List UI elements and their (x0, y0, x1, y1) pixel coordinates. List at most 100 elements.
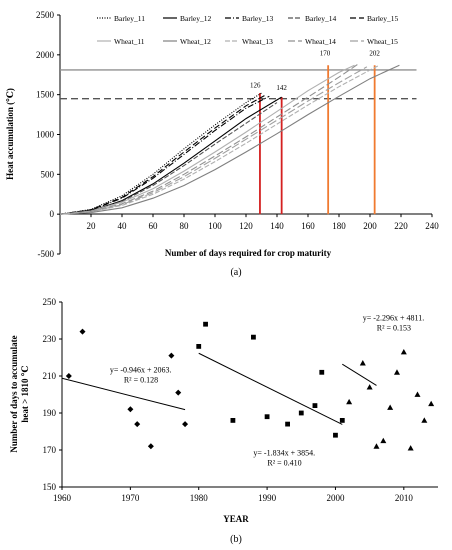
panel-a-y-tick-label: 1500 (36, 90, 55, 100)
panel-b-axes (61, 302, 438, 488)
panel-b-y-tick-label: 210 (43, 371, 57, 381)
panel-b-triangle-point (373, 443, 380, 449)
panel-a-y-tick-label: 2000 (36, 50, 55, 60)
panel-a-x-tick-label: 160 (301, 221, 315, 231)
panel-a-x-tick-label: 140 (270, 221, 284, 231)
panel-a-legend-label: Barley_14 (305, 14, 336, 23)
panel-b-square-point (196, 344, 202, 349)
panel-a-annotations: 126 142 170 202 (250, 50, 380, 92)
panel-b-triangle-point (393, 369, 400, 375)
panel-b-trend-r-squared: R² = 0.153 (377, 324, 411, 333)
panel-a-legend-label: Wheat_13 (242, 37, 273, 46)
panel-a-x-tick-label: 60 (149, 221, 159, 231)
panel-a-legend-label: Wheat_11 (114, 37, 145, 46)
panel-a-x-tick-label: 100 (208, 221, 222, 231)
panel-b-trend-line (61, 377, 186, 411)
panel-a-heat-accumulation-chart: -500 0 500 1000 1500 2000 2500 20 40 60 80 100 120 1… (5, 10, 439, 278)
panel-a-day-annotation: 202 (369, 50, 380, 58)
panel-a-series-line-wheat_12 (59, 64, 400, 215)
panel-a-series-line-barley_11 (59, 92, 262, 215)
panel-b-diamond-point (182, 421, 189, 428)
panel-a-series-line-wheat_14 (59, 63, 358, 215)
panel-a-y-tick-label: 2500 (36, 10, 55, 20)
panel-b-trend-equation: y= -2.296x + 4811. (363, 314, 424, 323)
panel-b-days-scatter-chart: 150 170 190 210 230 250 1960 1970 1980 1990 2000 2… (9, 297, 438, 545)
panel-b-square-point (298, 410, 304, 416)
panel-b-y-tick-label: 230 (43, 334, 57, 344)
panel-b-x-tick-label: 1960 (53, 493, 72, 503)
panel-b-y-ticks: 150 170 190 210 230 250 (43, 297, 62, 492)
panel-b-triangle-point (387, 404, 394, 410)
panel-b-diamond-point (79, 328, 86, 335)
panel-b-label: (b) (230, 534, 242, 545)
panel-b-triangle-point (414, 391, 421, 397)
panel-b-triangle-point (428, 400, 435, 407)
panel-a-x-tick-label: 240 (425, 221, 439, 231)
panel-a-y-ticks: -500 0 500 1000 1500 2000 2500 (36, 10, 60, 259)
panel-b-square-point (312, 403, 318, 408)
panel-b-trend-lines (61, 352, 377, 425)
panel-b-diamond-point (175, 389, 182, 396)
panel-a-day-annotation: 142 (276, 84, 287, 92)
panel-a-series-line-wheat_11 (59, 64, 355, 215)
panel-a-x-tick-label: 20 (87, 221, 97, 231)
panel-b-x-tick-label: 2000 (326, 493, 345, 503)
panel-b-triangle-point (407, 445, 414, 451)
panel-a-series (59, 63, 400, 215)
panel-b-triangle-point (346, 398, 353, 405)
panel-b-trend-line (342, 363, 377, 386)
panel-a-day-annotation: 170 (320, 50, 331, 58)
panel-b-y-tick-label: 190 (43, 408, 57, 418)
panel-a-series-line-barley_15 (59, 94, 267, 215)
panel-b-triangle-point (366, 384, 373, 390)
panel-a-x-ticks: 20 40 60 80 100 120 140 160 180 200 220 240 (87, 214, 439, 231)
panel-a-x-tick-label: 220 (394, 221, 408, 231)
panel-b-trend-equation: y= -1.834x + 3854. (253, 449, 315, 458)
panel-b-y-tick-label: 250 (43, 297, 57, 307)
panel-a-series-line-barley_12 (59, 96, 282, 215)
panel-a-x-tick-label: 200 (363, 221, 377, 231)
panel-a-x-axis-title: Number of days required for crop maturit… (165, 248, 332, 258)
panel-a-legend-label: Barley_12 (180, 14, 211, 23)
panel-b-square-point (251, 334, 256, 340)
panel-b-y-axis-title-line1: Number of days to accumulate (9, 335, 19, 452)
panel-a-x-tick-label: 120 (239, 221, 253, 231)
panel-b-trend-r-squared: R² = 0.410 (267, 459, 301, 468)
panel-a-y-tick-label: 500 (41, 169, 55, 179)
panel-b-square-point (333, 432, 338, 438)
panel-a-day-annotation: 126 (250, 81, 261, 89)
panel-b-triangle-point (359, 360, 366, 366)
panel-b-x-ticks: 1960 1970 1980 1990 2000 2010 (53, 487, 413, 503)
panel-a-series-line-barley_13 (59, 95, 270, 215)
panel-a-series-line-wheat_13 (59, 65, 379, 215)
panel-a-series-line-wheat_15 (59, 66, 368, 215)
panel-a-y-axis-title: Heat accumulation (℃) (5, 88, 15, 180)
panel-b-y-tick-label: 170 (43, 445, 57, 455)
panel-a-legend-label: Wheat_14 (305, 37, 336, 46)
panel-b-square-point (203, 321, 208, 327)
panel-b-trend-r-squared: R² = 0.128 (124, 375, 158, 384)
panel-a-legend-label: Wheat_12 (180, 37, 211, 46)
panel-a-y-tick-label: 1000 (36, 130, 55, 140)
panel-b-diamond-point (147, 443, 154, 450)
panel-b-equations: y= -0.946x + 2063.R² = 0.128 y= -1.834x +… (110, 314, 424, 468)
panel-a-x-tick-label: 80 (180, 221, 190, 231)
panel-b-y-axis-title-line2: heat > 1810 ℃ (20, 365, 30, 422)
panel-a-legend-label: Barley_15 (367, 14, 398, 23)
panel-b-y-tick-label: 150 (43, 482, 57, 492)
panel-a-label: (a) (230, 267, 241, 278)
panel-a-legend-label: Barley_11 (114, 14, 145, 23)
panel-b-square-point (319, 369, 325, 375)
panel-b-trend-line (198, 352, 343, 425)
panel-b-diamond-point (65, 373, 72, 379)
panel-b-x-tick-label: 1990 (258, 493, 277, 503)
panel-b-diamond-point (134, 421, 141, 428)
panel-b-diamond-point (127, 406, 134, 413)
panel-a-legend-label: Barley_13 (242, 14, 273, 23)
panel-b-x-tick-label: 1970 (121, 493, 140, 503)
panel-b-x-tick-label: 1980 (190, 493, 209, 503)
panel-b-trend-equation: y= -0.946x + 2063. (110, 365, 172, 374)
panel-a-x-tick-label: 180 (332, 221, 346, 231)
panel-a-legend: Barley_11 Barley_12 Barley_13 Barley_14 Barl… (97, 14, 398, 46)
